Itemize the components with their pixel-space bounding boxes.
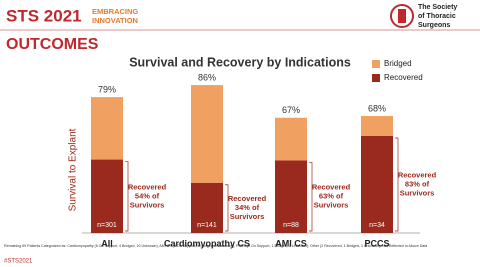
x-tick-label: Cardiomyopathy CS: [164, 238, 250, 248]
annotation: Survivors: [130, 200, 165, 209]
x-tick-label: All: [101, 238, 113, 248]
bar-segment: [191, 85, 223, 183]
bar-segment: [91, 97, 123, 160]
society-logo: [390, 4, 414, 28]
annotation: Survivors: [230, 212, 265, 221]
society-name: Surgeons: [418, 22, 450, 29]
chart-title: Survival and Recovery by Indications: [129, 55, 351, 69]
n-label: n=88: [283, 222, 299, 229]
annotation: 34% of: [235, 203, 260, 212]
x-tick-label: AMI CS: [275, 238, 307, 248]
annotation: 83% of: [405, 179, 430, 188]
annotation: 63% of: [319, 192, 344, 201]
bar-segment: [275, 117, 307, 161]
annotation-bracket: [125, 161, 129, 232]
society-name: The Society: [418, 4, 457, 11]
logo-emblem: [398, 9, 406, 23]
annotation: Recovered: [128, 182, 167, 191]
bar-segment: [361, 116, 393, 136]
annotation: Recovered: [398, 170, 437, 179]
hashtag: #STS2021: [4, 259, 33, 265]
bar-segment: [361, 135, 393, 233]
footnote: Remaining 69 Patients Categorized as: Ca…: [4, 244, 427, 248]
annotation: Recovered: [228, 194, 267, 203]
bar-segment: [91, 159, 123, 233]
tagline: EMBRACING: [92, 7, 138, 16]
annotation-bracket: [309, 162, 313, 232]
total-label: 67%: [282, 105, 300, 115]
brand: STS 2021: [6, 6, 82, 25]
society-name: of Thoracic: [418, 13, 456, 20]
bar-segment: [275, 160, 307, 233]
annotation-bracket: [395, 137, 399, 232]
n-label: n=34: [369, 222, 385, 229]
total-label: 86%: [198, 72, 216, 82]
bar-segment: [191, 182, 223, 233]
annotation: 54% of: [135, 191, 160, 200]
tagline: INNOVATION: [92, 16, 138, 25]
annotation-bracket: [225, 184, 229, 232]
n-label: n=141: [197, 222, 217, 229]
annotation: Recovered: [312, 183, 351, 192]
n-label: n=301: [97, 222, 117, 229]
total-label: 79%: [98, 84, 116, 94]
legend-swatch: [372, 74, 380, 82]
legend-label: Recovered: [384, 73, 423, 82]
annotation: Survivors: [314, 201, 349, 210]
x-tick-label: PCCS: [364, 238, 389, 248]
section-title: OUTCOMES: [6, 36, 99, 53]
y-axis-label: Survival to Explant: [68, 128, 79, 211]
legend-label: Bridged: [384, 59, 412, 68]
total-label: 68%: [368, 103, 386, 113]
legend-swatch: [372, 60, 380, 68]
annotation: Survivors: [400, 188, 435, 197]
